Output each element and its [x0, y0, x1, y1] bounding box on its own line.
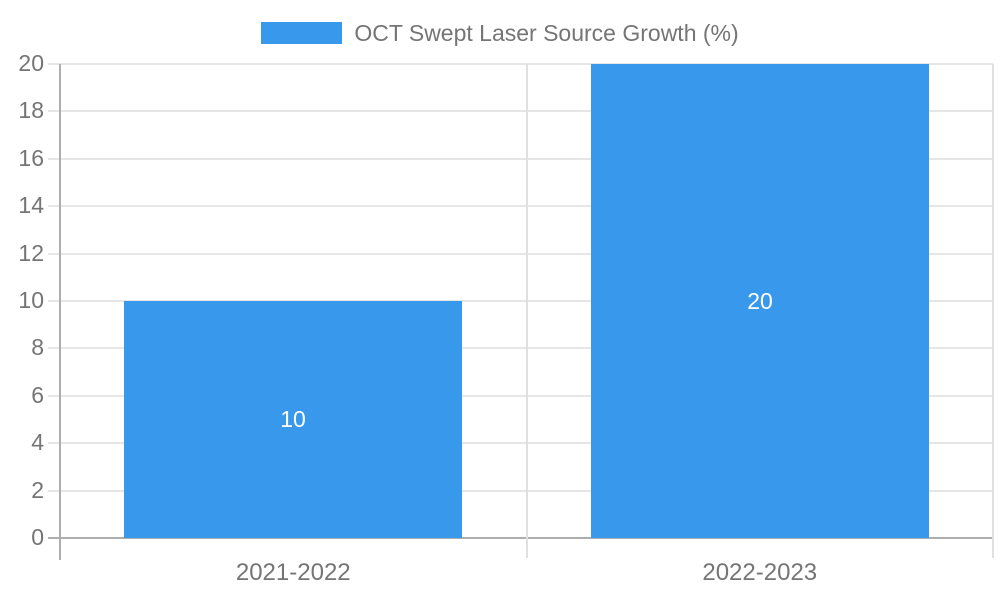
gridline	[48, 252, 993, 255]
bar-value-label: 10	[280, 406, 306, 432]
gridline	[48, 110, 993, 113]
y-tick-label: 16	[18, 144, 44, 171]
y-tick-label: 0	[31, 524, 44, 550]
y-tick-label: 6	[31, 381, 44, 408]
gridline	[48, 63, 993, 65]
y-tick-label: 4	[31, 429, 44, 456]
legend-swatch-icon	[261, 22, 343, 44]
y-axis-line	[59, 64, 61, 560]
y-tick-label: 18	[18, 97, 44, 124]
gridline	[48, 442, 993, 445]
bar-2021-2022[interactable]: 10	[124, 301, 462, 538]
x-tick-label: 2021-2022	[235, 559, 351, 586]
y-tick-label: 8	[31, 334, 44, 361]
y-tick-label: 20	[18, 50, 44, 76]
y-tick-label: 12	[18, 239, 44, 266]
gridline	[48, 347, 993, 350]
y-tick-label: 2	[31, 476, 44, 503]
gridline	[48, 489, 993, 492]
gridline	[48, 205, 993, 208]
legend[interactable]: OCT Swept Laser Source Growth (%)	[0, 20, 1000, 46]
plot-right-border	[992, 64, 994, 558]
x-axis-baseline	[48, 537, 993, 539]
category-divider-line	[525, 64, 528, 558]
gridline	[48, 157, 993, 160]
y-tick-label: 14	[18, 192, 44, 219]
gridline	[48, 394, 993, 397]
bar-2022-2023[interactable]: 20	[591, 64, 929, 538]
gridline	[48, 300, 993, 302]
x-tick-label: 2022-2023	[702, 559, 818, 586]
bar-value-label: 20	[747, 287, 773, 314]
legend-series-label: OCT Swept Laser Source Growth (%)	[354, 20, 739, 46]
y-tick-label: 10	[18, 287, 44, 313]
